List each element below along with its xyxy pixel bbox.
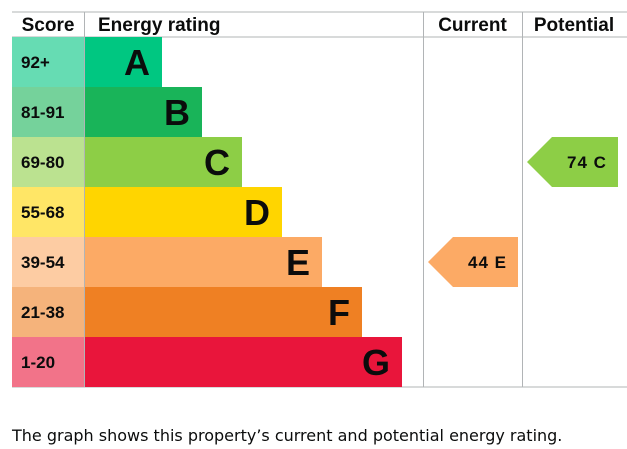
current-rating-arrow: 44 E	[428, 237, 518, 287]
rating-letter: C	[204, 142, 230, 183]
score-cell-e	[12, 237, 84, 287]
chart-caption: The graph shows this property’s current …	[12, 426, 563, 445]
score-cell-c	[12, 137, 84, 187]
energy-rating-header: Energy rating	[98, 15, 220, 36]
score-range-label: 69-80	[21, 153, 64, 172]
score-range-label: 92+	[21, 53, 50, 72]
rating-bar-b	[85, 87, 202, 137]
current-header: Current	[438, 15, 507, 36]
current-rating-arrow-shape	[428, 237, 518, 287]
band-f: 21-38 F	[12, 287, 362, 337]
band-d: 55-68 D	[12, 187, 282, 237]
rating-bar-a	[85, 37, 162, 87]
score-header: Score	[22, 15, 75, 36]
potential-rating-arrow-label: 74 C	[567, 153, 607, 172]
rating-letter: E	[286, 242, 310, 283]
potential-rating-arrow-shape	[527, 137, 618, 187]
rating-bar-c	[85, 137, 242, 187]
rating-letter: G	[362, 342, 390, 383]
band-a: 92+ A	[12, 37, 162, 87]
score-range-label: 39-54	[21, 253, 65, 272]
band-c: 69-80 C	[12, 137, 242, 187]
band-b: 81-91 B	[12, 87, 202, 137]
score-cell-f	[12, 287, 84, 337]
rating-bar-f	[85, 287, 362, 337]
rating-letter: A	[124, 42, 150, 83]
rating-bar-e	[85, 237, 322, 287]
rating-bands: 92+ A 81-91 B 69-80 C 55-68 D 39-54 E 21-38 F 1-20 G	[12, 37, 402, 387]
band-g: 1-20 G	[12, 337, 402, 387]
score-cell-b	[12, 87, 84, 137]
score-cell-g	[12, 337, 84, 387]
potential-header: Potential	[534, 15, 614, 36]
rating-letter: D	[244, 192, 270, 233]
score-range-label: 55-68	[21, 203, 64, 222]
current-rating-arrow-label: 44 E	[468, 253, 507, 272]
column-headers: Score Energy rating Current Potential	[22, 15, 615, 36]
rating-bar-g	[85, 337, 402, 387]
potential-rating-arrow: 74 C	[527, 137, 618, 187]
band-e: 39-54 E	[12, 237, 322, 287]
rating-letter: B	[164, 92, 190, 133]
epc-chart: Score Energy rating Current Potential 92+ A8…	[12, 11, 627, 388]
rating-arrows: 44 E 74 C	[428, 137, 618, 287]
score-range-label: 21-38	[21, 303, 64, 322]
rating-letter: F	[328, 292, 350, 333]
score-cell-a	[12, 37, 84, 87]
score-cell-d	[12, 187, 84, 237]
score-range-label: 81-91	[21, 103, 64, 122]
rating-bar-d	[85, 187, 282, 237]
score-range-label: 1-20	[21, 353, 55, 372]
